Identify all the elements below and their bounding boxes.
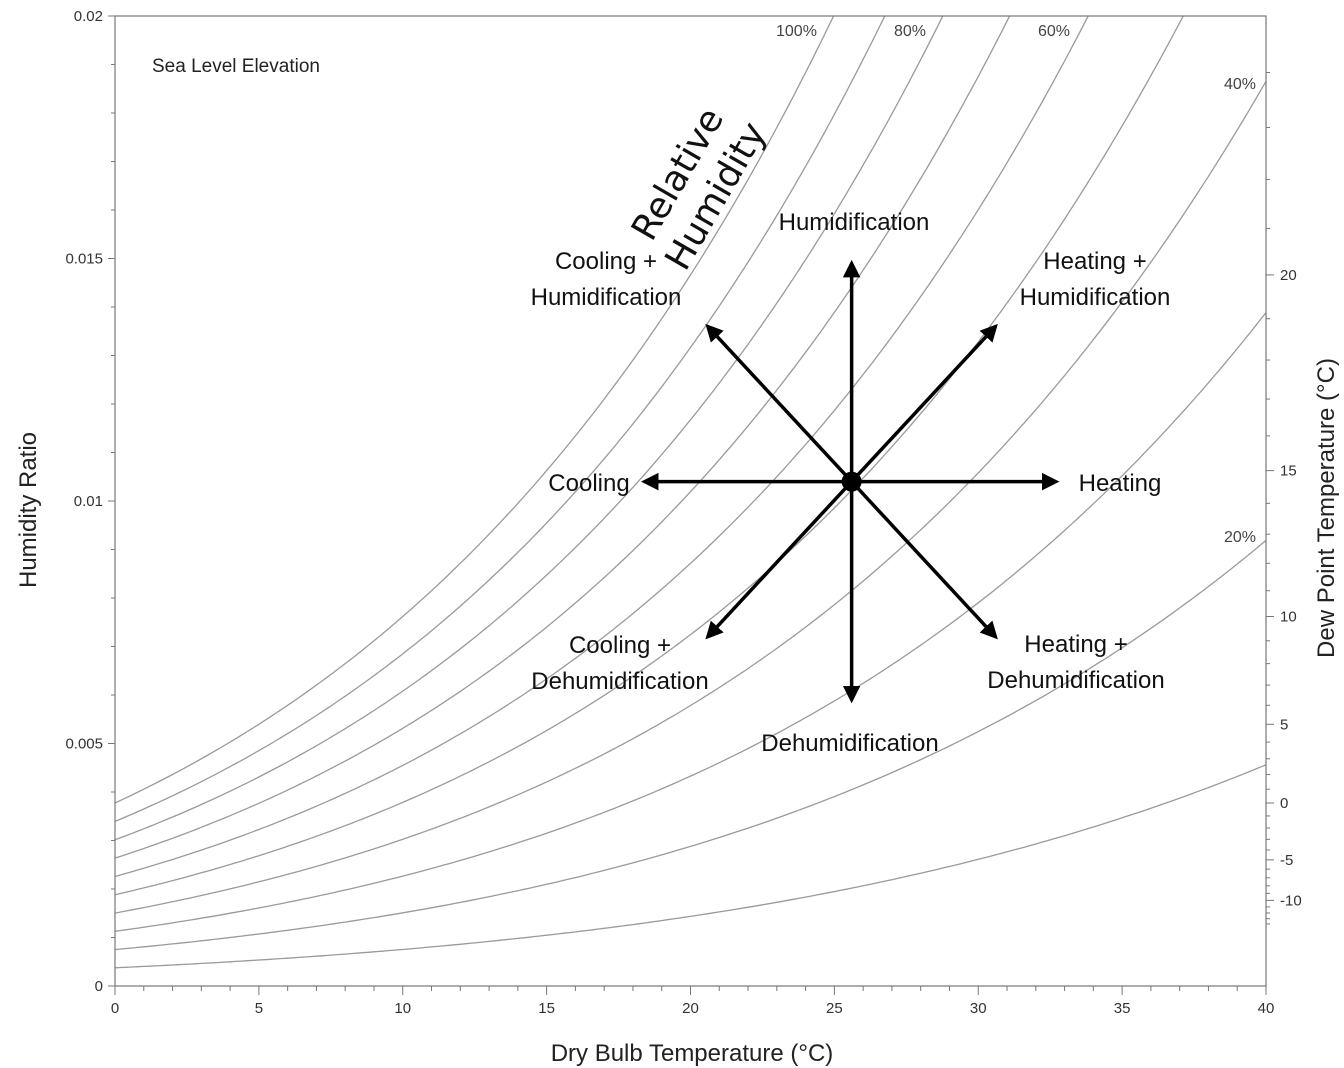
label-humidification: Humidification xyxy=(779,209,930,236)
y-tick-label: 0.01 xyxy=(74,493,103,510)
rh-curve-80 xyxy=(115,16,944,841)
rh-curve-10 xyxy=(115,764,1266,969)
arrow-heating-humidification xyxy=(850,323,998,483)
x-tick-label: 20 xyxy=(682,1000,699,1017)
x-tick-label: 30 xyxy=(970,1000,987,1017)
rh-label-20: 20% xyxy=(1224,529,1256,546)
label-cooling-humidification-1: Cooling + xyxy=(555,248,657,275)
axis-ticks: 0 5 10 15 20 25 30 35 40 0 0.005 0.01 0.015 0.02 -10 -5… xyxy=(65,8,1301,1017)
rh-label-60: 60% xyxy=(1038,23,1070,40)
y2-tick-label: 5 xyxy=(1280,716,1288,733)
arrow-heating-dehumidification xyxy=(850,480,998,640)
label-heating-humidification-1: Heating + xyxy=(1043,248,1146,275)
rh-labels: 100% 80% 60% 40% 20% xyxy=(776,23,1256,546)
x-axis-title: Dry Bulb Temperature (°C) xyxy=(551,1040,834,1067)
x-tick-label: 25 xyxy=(826,1000,843,1017)
rh-curve-30 xyxy=(115,312,1266,932)
label-heating-dehumidification-2: Dehumidification xyxy=(987,667,1164,694)
label-dehumidification: Dehumidification xyxy=(761,730,938,757)
rh-label-40: 40% xyxy=(1224,76,1256,93)
process-labels: Humidification Dehumidification Heating … xyxy=(531,209,1171,757)
arrow-cooling-humidification xyxy=(705,323,853,483)
y-axis-title: Humidity Ratio xyxy=(15,432,42,588)
rh-curve-90 xyxy=(115,16,886,823)
label-cooling-humidification-2: Humidification xyxy=(531,284,682,311)
rh-label-80: 80% xyxy=(894,23,926,40)
x-tick-label: 0 xyxy=(111,1000,119,1017)
label-cooling-dehumidification-1: Cooling + xyxy=(569,632,671,659)
rh-curve-60 xyxy=(115,16,1089,878)
label-heating-dehumidification-1: Heating + xyxy=(1024,631,1127,658)
x-tick-label: 5 xyxy=(255,1000,263,1017)
rh-curve-100 xyxy=(115,16,835,804)
process-arrows xyxy=(640,259,1060,704)
y-tick-label: 0 xyxy=(95,978,103,995)
y2-tick-label: -10 xyxy=(1280,892,1302,909)
state-point xyxy=(841,471,862,492)
rh-curve-40 xyxy=(115,81,1266,914)
rh-curve-70 xyxy=(115,16,1011,859)
rh-label-100: 100% xyxy=(776,23,817,40)
elevation-note: Sea Level Elevation xyxy=(152,56,320,77)
x-tick-label: 10 xyxy=(394,1000,411,1017)
rh-curves xyxy=(115,16,1266,969)
y2-tick-label: 15 xyxy=(1280,463,1297,480)
y2-axis-title: Dew Point Temperature (°C) xyxy=(1313,358,1340,658)
y2-tick-label: 10 xyxy=(1280,609,1297,626)
label-cooling-dehumidification-2: Dehumidification xyxy=(531,668,708,695)
y-tick-label: 0.005 xyxy=(65,736,103,753)
rh-curve-20 xyxy=(115,539,1266,951)
label-heating-humidification-2: Humidification xyxy=(1020,284,1171,311)
x-tick-label: 35 xyxy=(1114,1000,1131,1017)
x-tick-label: 15 xyxy=(538,1000,555,1017)
x-tick-label: 40 xyxy=(1258,1000,1275,1017)
y-tick-label: 0.02 xyxy=(74,8,103,25)
y2-tick-label: 20 xyxy=(1280,267,1297,284)
rh-curve-50 xyxy=(115,16,1184,896)
arrow-cooling-dehumidification xyxy=(705,480,853,640)
y2-tick-label: -5 xyxy=(1280,852,1293,869)
label-heating: Heating xyxy=(1079,470,1162,497)
label-cooling: Cooling xyxy=(548,470,629,497)
y-tick-label: 0.015 xyxy=(65,251,103,268)
y2-tick-label: 0 xyxy=(1280,795,1288,812)
